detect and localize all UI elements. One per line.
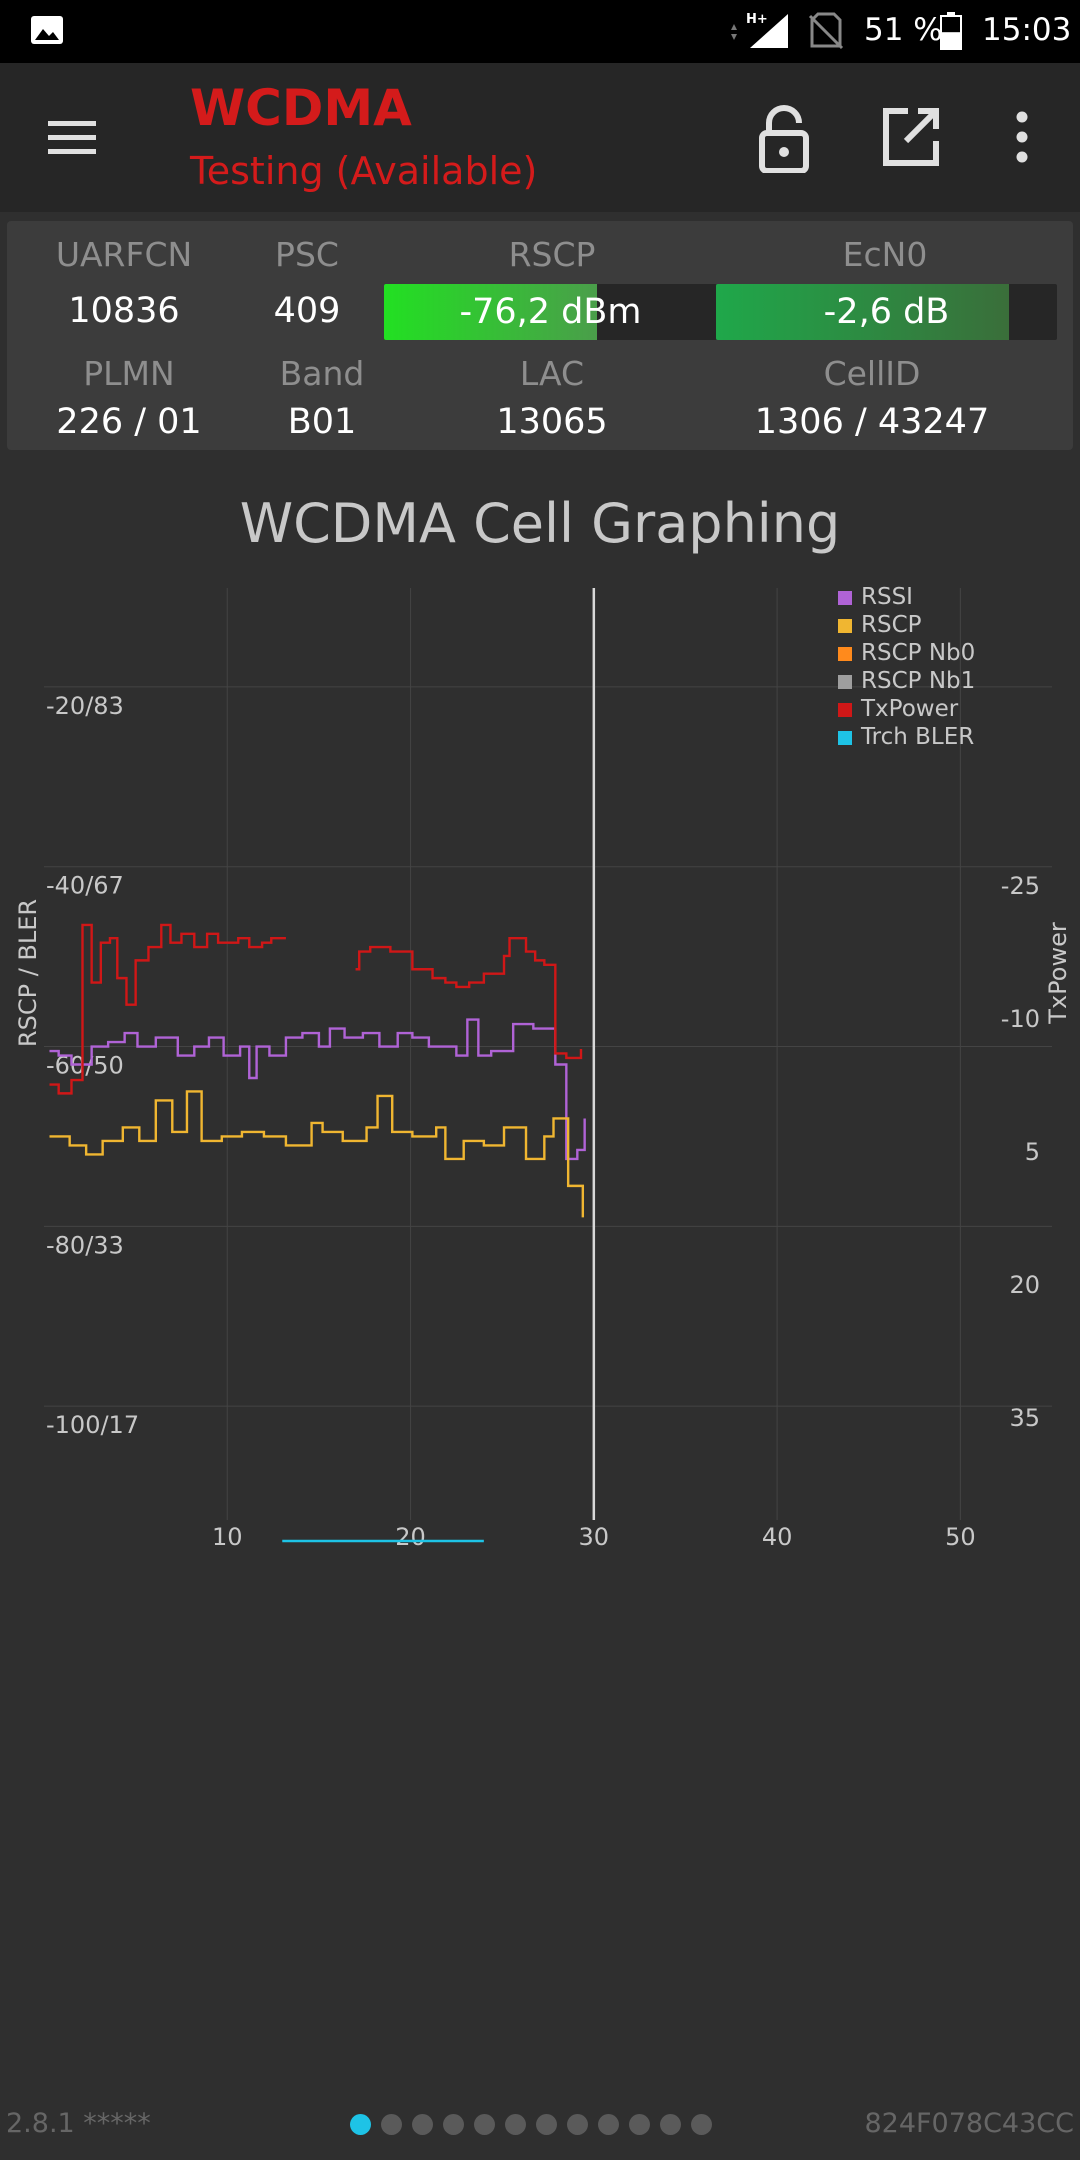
rscp-label: RSCP	[508, 235, 596, 274]
psc-label: PSC	[275, 235, 339, 274]
legend-swatch	[838, 675, 852, 689]
page-dot[interactable]	[474, 2114, 495, 2135]
legend-label: RSCP	[861, 612, 922, 638]
series-line-rscp	[49, 1090, 585, 1218]
y2-tick-label: 20	[1009, 1271, 1040, 1299]
y2-tick-label: -10	[1001, 1005, 1040, 1033]
legend-label: Trch BLER	[860, 724, 974, 750]
x-tick-label: 40	[762, 1523, 793, 1551]
plmn-value: 226 / 01	[56, 402, 202, 442]
legend-swatch	[838, 703, 852, 717]
rscp-bar: -76,2 dBm	[384, 284, 717, 340]
y-tick-label: -80/33	[46, 1231, 124, 1259]
menu-icon[interactable]	[42, 107, 102, 167]
no-sim-icon	[808, 12, 844, 50]
page-dot[interactable]	[536, 2114, 557, 2135]
y-tick-label: -20/83	[46, 692, 124, 720]
legend-label: TxPower	[860, 696, 959, 722]
y-axis-title: RSCP / BLER	[14, 899, 42, 1047]
page-dot[interactable]	[691, 2114, 712, 2135]
legend-label: RSCP Nb0	[861, 640, 975, 666]
battery-icon	[940, 12, 962, 50]
open-external-icon[interactable]	[880, 105, 942, 169]
band-value: B01	[287, 402, 357, 442]
lock-open-icon[interactable]	[754, 103, 814, 173]
rscp-bar-fill	[384, 284, 598, 340]
cell-graph-chart[interactable]: 10 20 30 40 50-20/83-40/67-60/50-80/33-100/1…	[0, 560, 1080, 1560]
gallery-notification-icon	[31, 16, 63, 44]
series-line-txpower	[49, 923, 286, 1095]
y-tick-label: -40/67	[46, 872, 124, 900]
page-dot[interactable]	[505, 2114, 526, 2135]
page-dot[interactable]	[660, 2114, 681, 2135]
more-vert-icon[interactable]	[1004, 105, 1040, 169]
ecn0-bar-fill	[716, 284, 1010, 340]
page-subtitle: Testing (Available)	[190, 149, 538, 193]
network-type-label: H+	[746, 12, 768, 27]
rscp-value: -76,2 dBm	[459, 292, 642, 332]
band-label: Band	[279, 354, 365, 393]
page-indicator[interactable]	[350, 2114, 712, 2138]
page-dot[interactable]	[443, 2114, 464, 2135]
legend-swatch	[838, 647, 852, 661]
psc-value: 409	[273, 291, 341, 331]
clock: 15:03	[982, 12, 1072, 48]
y2-tick-label: 5	[1025, 1138, 1040, 1166]
battery-percent: 51 %	[864, 12, 943, 48]
y2-tick-label: 35	[1009, 1404, 1040, 1432]
app-version: 2.8.1 *****	[6, 2108, 151, 2139]
device-id: 824F078C43CC	[864, 2108, 1074, 2139]
page-dot[interactable]	[412, 2114, 433, 2135]
uarfcn-label: UARFCN	[55, 235, 193, 274]
y-tick-label: -100/17	[46, 1411, 139, 1439]
app-bar: WCDMA Testing (Available)	[0, 63, 1080, 212]
legend-swatch	[838, 619, 852, 633]
ecn0-bar: -2,6 dB	[716, 284, 1057, 340]
legend-swatch	[838, 591, 852, 605]
ecn0-value: -2,6 dB	[823, 292, 950, 332]
plmn-label: PLMN	[83, 354, 175, 393]
chart-title: WCDMA Cell Graphing	[239, 492, 841, 555]
cell-info-panel: UARFCN PSC RSCP EcN0 10836 409 -76,2 dBm…	[7, 221, 1073, 450]
data-up-arrow	[731, 24, 737, 30]
page-dot[interactable]	[629, 2114, 650, 2135]
x-tick-label: 30	[579, 1523, 610, 1551]
x-tick-label: 20	[395, 1523, 426, 1551]
lac-label: LAC	[519, 354, 585, 393]
ecn0-label: EcN0	[842, 235, 928, 274]
page-dot[interactable]	[567, 2114, 588, 2135]
data-down-arrow	[731, 34, 737, 40]
page-title: WCDMA	[190, 79, 412, 137]
legend-label: RSSI	[861, 584, 913, 610]
series-line-txpower	[355, 937, 583, 1060]
signal-icon: H+	[731, 12, 788, 48]
uarfcn-value: 10836	[68, 291, 180, 331]
legend-swatch	[838, 731, 852, 745]
page-dot[interactable]	[350, 2114, 371, 2135]
lac-value: 13065	[496, 402, 608, 442]
cellid-value: 1306 / 43247	[754, 402, 990, 442]
page-dot[interactable]	[598, 2114, 619, 2135]
cellid-label: CellID	[823, 354, 921, 393]
status-bar: H+ 51 % 15:03	[0, 0, 1080, 63]
x-tick-label: 50	[945, 1523, 976, 1551]
legend-label: RSCP Nb1	[861, 668, 975, 694]
y2-tick-label: -25	[1001, 872, 1040, 900]
x-tick-label: 10	[212, 1523, 243, 1551]
y2-axis-title: TxPower	[1044, 922, 1072, 1025]
page-dot[interactable]	[381, 2114, 402, 2135]
series-line-rssi	[49, 1018, 586, 1161]
